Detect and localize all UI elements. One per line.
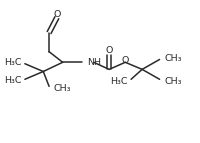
Text: O: O	[122, 56, 129, 65]
Text: NH: NH	[87, 58, 101, 67]
Text: H₃C: H₃C	[4, 58, 21, 67]
Text: CH₃: CH₃	[54, 84, 71, 93]
Text: CH₃: CH₃	[164, 54, 182, 63]
Text: CH₃: CH₃	[164, 77, 182, 86]
Text: O: O	[105, 46, 113, 55]
Text: H₃C: H₃C	[110, 77, 127, 86]
Text: O: O	[54, 10, 61, 19]
Text: H₃C: H₃C	[4, 76, 21, 85]
